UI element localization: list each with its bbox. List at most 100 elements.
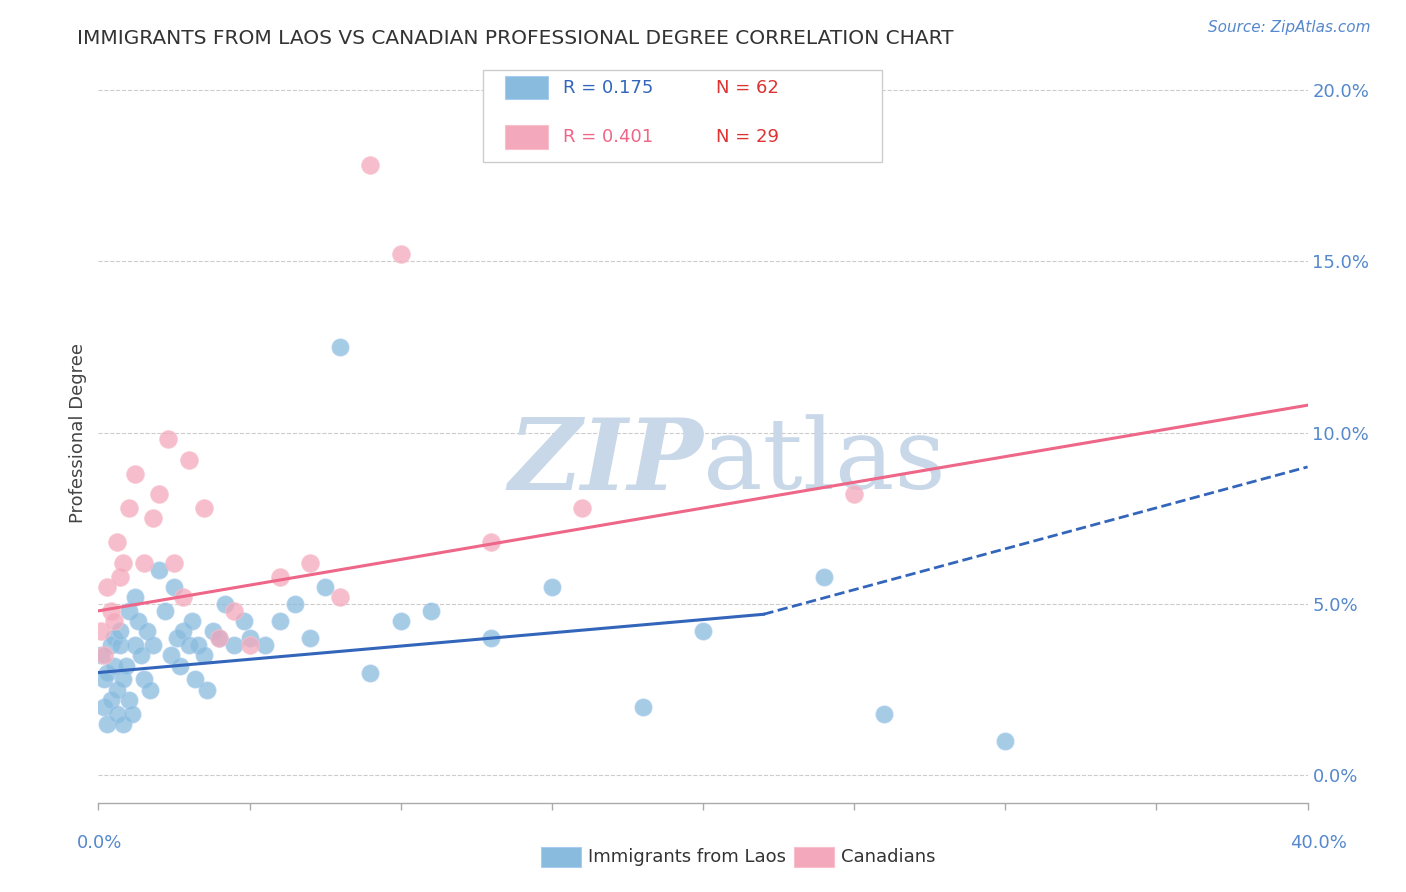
Point	[389, 614, 412, 628]
Point	[118, 501, 141, 516]
Point	[90, 648, 112, 663]
Point	[111, 717, 134, 731]
Point	[105, 535, 128, 549]
Point	[631, 699, 654, 714]
Text: N = 29: N = 29	[716, 128, 779, 146]
Point	[121, 706, 143, 721]
Point	[111, 673, 134, 687]
Point	[124, 590, 146, 604]
Point	[100, 604, 122, 618]
Point	[187, 638, 209, 652]
Point	[420, 604, 443, 618]
Point	[142, 638, 165, 652]
Point	[93, 699, 115, 714]
Point	[481, 535, 503, 549]
Bar	[482, 70, 882, 162]
Point	[105, 706, 128, 721]
Point	[169, 658, 191, 673]
Text: Canadians: Canadians	[841, 848, 935, 866]
Point	[873, 706, 896, 721]
Point	[156, 433, 179, 447]
Point	[100, 638, 122, 652]
Bar	[505, 76, 548, 99]
Text: 40.0%: 40.0%	[1291, 834, 1347, 852]
Point	[314, 580, 336, 594]
Text: Source: ZipAtlas.com: Source: ZipAtlas.com	[1208, 20, 1371, 35]
Point	[118, 693, 141, 707]
Point	[93, 648, 115, 663]
Point	[139, 682, 162, 697]
Point	[103, 658, 125, 673]
Point	[127, 614, 149, 628]
Point	[284, 597, 307, 611]
Point	[571, 501, 593, 516]
Point	[163, 580, 186, 594]
Point	[994, 734, 1017, 748]
Text: ZIP: ZIP	[508, 414, 703, 510]
Point	[360, 158, 382, 172]
Point	[360, 665, 382, 680]
Point	[299, 556, 322, 570]
Point	[129, 648, 152, 663]
Point	[111, 556, 134, 570]
Point	[239, 638, 262, 652]
Point	[232, 614, 254, 628]
Text: Immigrants from Laos: Immigrants from Laos	[588, 848, 786, 866]
Point	[172, 624, 194, 639]
Point	[813, 569, 835, 583]
Point	[202, 624, 225, 639]
Point	[193, 501, 215, 516]
Point	[135, 624, 157, 639]
Text: N = 62: N = 62	[716, 78, 779, 96]
Point	[329, 590, 352, 604]
Point	[692, 624, 714, 639]
Point	[184, 673, 207, 687]
Point	[105, 682, 128, 697]
Point	[163, 556, 186, 570]
Point	[96, 717, 118, 731]
Point	[132, 673, 155, 687]
Point	[148, 487, 170, 501]
Point	[195, 682, 218, 697]
Point	[224, 638, 246, 652]
Y-axis label: Professional Degree: Professional Degree	[69, 343, 87, 523]
Point	[179, 453, 201, 467]
Point	[103, 614, 125, 628]
Point	[166, 632, 188, 646]
Point	[148, 563, 170, 577]
Point	[172, 590, 194, 604]
Point	[124, 467, 146, 481]
Text: IMMIGRANTS FROM LAOS VS CANADIAN PROFESSIONAL DEGREE CORRELATION CHART: IMMIGRANTS FROM LAOS VS CANADIAN PROFESS…	[77, 29, 953, 47]
Point	[193, 648, 215, 663]
Point	[118, 604, 141, 618]
Point	[179, 638, 201, 652]
Text: atlas: atlas	[703, 415, 946, 510]
Point	[114, 658, 136, 673]
Point	[214, 597, 236, 611]
Point	[96, 665, 118, 680]
Point	[269, 614, 291, 628]
Point	[844, 487, 866, 501]
Point	[160, 648, 183, 663]
Point	[224, 604, 246, 618]
Point	[481, 632, 503, 646]
Point	[103, 632, 125, 646]
Point	[389, 247, 412, 261]
Point	[108, 569, 131, 583]
Bar	[505, 126, 548, 149]
Point	[100, 693, 122, 707]
Point	[181, 614, 204, 628]
Point	[108, 638, 131, 652]
Point	[208, 632, 231, 646]
Point	[329, 340, 352, 354]
Point	[142, 511, 165, 525]
Text: R = 0.175: R = 0.175	[562, 78, 654, 96]
Point	[269, 569, 291, 583]
Point	[153, 604, 176, 618]
Text: R = 0.401: R = 0.401	[562, 128, 652, 146]
Point	[299, 632, 322, 646]
Point	[253, 638, 276, 652]
Point	[208, 632, 231, 646]
Point	[108, 624, 131, 639]
Point	[124, 638, 146, 652]
